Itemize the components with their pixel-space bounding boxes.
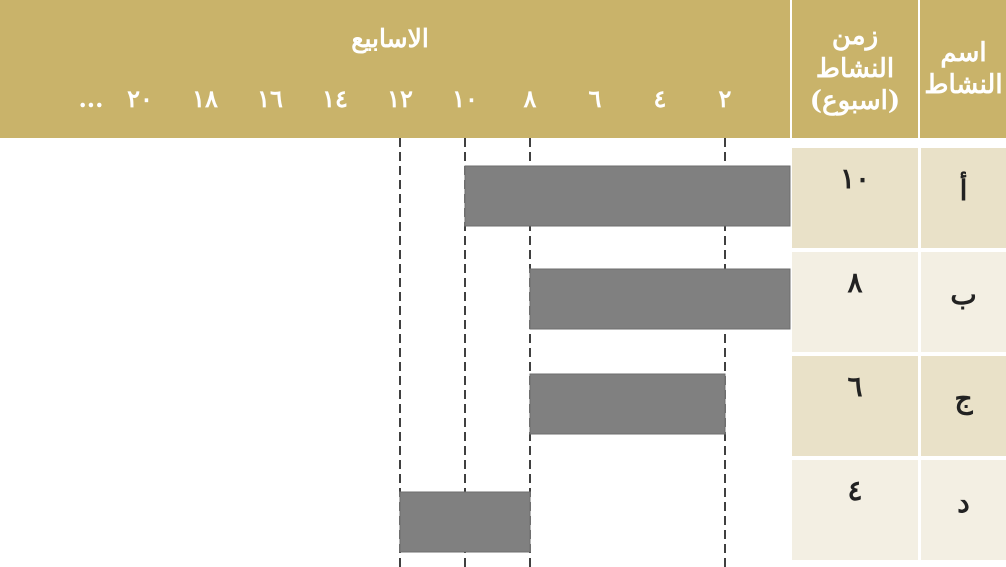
week-tick-label: ١٢ — [387, 84, 413, 113]
gantt-bar — [399, 491, 531, 553]
row-a-duration: ١٠ — [792, 148, 918, 248]
gantt-bar — [529, 373, 726, 435]
row-b-name: ب — [921, 252, 1006, 352]
week-tick-label: ١٤ — [322, 84, 348, 113]
tick-label-ellipsis: ... — [78, 84, 104, 113]
week-tick-label: ١٠ — [452, 84, 478, 113]
gantt-bar — [529, 268, 791, 330]
activity-name-header: اسم النشاط — [924, 37, 1003, 101]
row-d-duration: ٤ — [792, 460, 918, 560]
row-b-duration: ٨ — [792, 252, 918, 352]
week-tick-label: ٤ — [653, 84, 667, 113]
row-d-name: د — [921, 460, 1006, 560]
column-separator — [790, 0, 792, 567]
column-separator — [918, 0, 920, 567]
week-tick-label: ١٨ — [192, 84, 218, 113]
gantt-chart — [399, 138, 791, 567]
week-tick-label: ٨ — [523, 84, 537, 113]
row-c-duration: ٦ — [792, 356, 918, 456]
gantt-bar — [464, 165, 791, 227]
week-tick-label: ٢ — [718, 84, 732, 113]
row-a-name: أ — [921, 148, 1006, 248]
activity-duration-header: زمن النشاط (اسبوع) — [809, 21, 901, 117]
header-band — [0, 0, 1006, 138]
week-tick-label: ١٦ — [257, 84, 283, 113]
week-tick-label: ٦ — [588, 84, 602, 113]
week-tick-label: ٢٠ — [127, 84, 153, 113]
weeks-axis-title: الاسابيع — [351, 24, 429, 53]
row-c-name: ج — [921, 356, 1006, 456]
